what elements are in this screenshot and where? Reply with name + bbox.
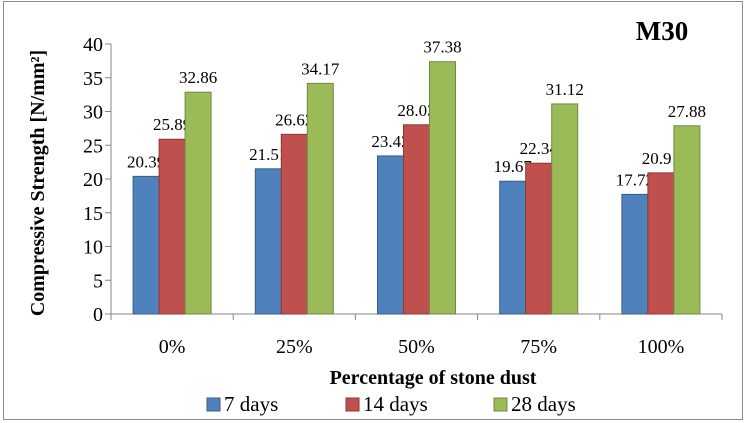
data-label: 27.88 — [668, 102, 706, 121]
bar — [525, 162, 553, 315]
y-tick-label: 0 — [93, 304, 103, 326]
bar — [377, 155, 404, 315]
legend: 7 days 14 days 28 days — [206, 392, 576, 416]
legend-swatch — [493, 397, 508, 412]
y-tick-label: 10 — [83, 237, 103, 259]
data-label: 20.39 — [127, 152, 165, 171]
y-tick-label: 20 — [83, 169, 103, 191]
data-label: 34.17 — [301, 59, 340, 78]
data-label: 26.62 — [275, 110, 313, 129]
x-tick-label: 75% — [520, 336, 557, 358]
y-tick-label: 25 — [83, 135, 103, 157]
bar — [306, 82, 334, 315]
x-tick-label: 25% — [276, 336, 313, 358]
y-tick-label: 15 — [83, 203, 103, 225]
bar — [429, 61, 456, 315]
bar — [673, 125, 701, 315]
x-tick-label: 0% — [159, 336, 186, 358]
x-tick-label: 50% — [398, 336, 435, 358]
y-tick-label: 30 — [83, 102, 103, 124]
plot-area: 0 5 10 15 20 25 30 35 40 0% 25% 50% 75% 100% 20.39 21.5… — [83, 34, 723, 358]
bar — [132, 175, 160, 315]
data-label: 31.12 — [546, 80, 584, 99]
legend-swatch — [206, 397, 221, 412]
chart-title: M30 — [636, 16, 688, 46]
x-axis-title: Percentage of stone dust — [330, 367, 537, 389]
bar — [499, 180, 527, 315]
data-label: 28.03 — [397, 101, 435, 120]
bar — [184, 91, 212, 315]
data-label: 21.51 — [249, 145, 287, 164]
chart-frame — [3, 1, 743, 420]
y-tick-label: 5 — [93, 270, 103, 292]
x-tick-label: 100% — [638, 336, 685, 358]
data-label: 37.38 — [423, 38, 461, 57]
bar — [551, 103, 579, 315]
data-label: 32.86 — [179, 68, 217, 87]
data-label: 23.42 — [371, 132, 409, 151]
y-axis-title: Compressive Strength [N/mm²] — [27, 50, 49, 316]
y-tick-label: 40 — [83, 34, 103, 56]
bar — [403, 124, 430, 315]
y-tick-label: 35 — [83, 68, 103, 90]
data-label: 22.34 — [520, 139, 559, 158]
bar — [621, 193, 649, 315]
bar — [280, 133, 308, 315]
bar — [647, 172, 675, 315]
legend-label: 14 days — [363, 392, 428, 416]
data-label: 20.91 — [642, 149, 680, 168]
bar — [254, 168, 282, 315]
bar — [158, 138, 186, 315]
data-label: 25.89 — [153, 115, 191, 134]
data-label: 17.72 — [616, 170, 654, 189]
data-label: 19.67 — [494, 157, 533, 176]
legend-label: 7 days — [224, 392, 278, 416]
legend-swatch — [345, 397, 360, 412]
legend-label: 28 days — [511, 392, 576, 416]
